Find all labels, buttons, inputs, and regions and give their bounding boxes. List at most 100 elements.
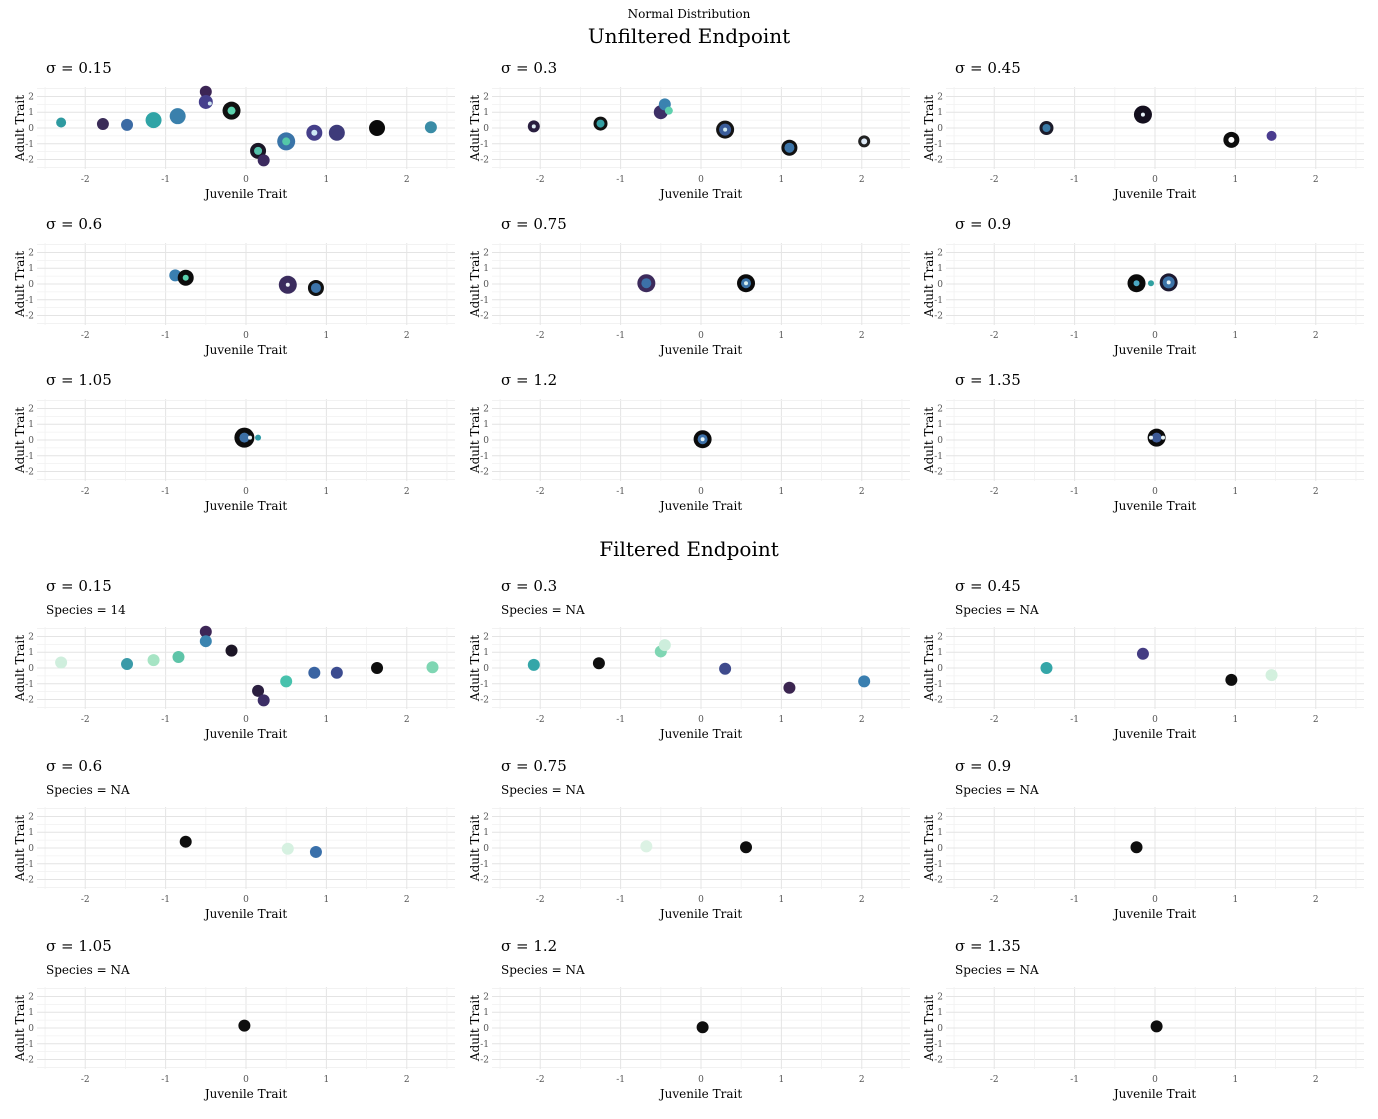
panel-unfiltered-6: -2 -1 0 1 2 -2 -1 0 1 2 Juvenile Trait Adult Trait σ…	[922, 215, 1364, 357]
x-tick-label: 0	[243, 895, 249, 905]
x-tick-label: 0	[1152, 487, 1158, 497]
x-tick-label: 1	[779, 895, 785, 905]
x-tick-label: -1	[161, 175, 170, 185]
x-tick-label: -2	[990, 1075, 999, 1085]
panel-title: σ = 0.9	[955, 215, 1011, 233]
data-point	[596, 119, 605, 128]
y-axis-label: Adult Trait	[468, 95, 482, 162]
data-point	[311, 129, 318, 136]
y-tick-label: -2	[934, 468, 943, 478]
x-tick-label: -1	[161, 715, 170, 725]
y-tick-label: -2	[934, 696, 943, 706]
data-point	[1136, 647, 1149, 660]
x-tick-label: 2	[404, 175, 410, 185]
y-tick-label: 1	[483, 648, 489, 658]
data-point	[147, 654, 160, 667]
x-tick-label: 0	[243, 487, 249, 497]
x-tick-label: 1	[1233, 895, 1239, 905]
data-point	[858, 675, 871, 688]
panel-subtitle: Species = 14	[46, 603, 126, 617]
y-tick-label: -1	[25, 140, 34, 150]
x-tick-label: -1	[1070, 487, 1079, 497]
x-tick-label: 1	[1233, 331, 1239, 341]
panel-title: σ = 0.3	[501, 59, 557, 77]
panel-title: σ = 0.3	[501, 577, 557, 595]
x-tick-label: 1	[324, 331, 330, 341]
x-tick-label: -2	[990, 175, 999, 185]
x-tick-label: 2	[1313, 487, 1319, 497]
y-tick-label: 0	[28, 124, 34, 134]
data-point	[369, 120, 386, 136]
data-point	[1147, 280, 1154, 287]
data-point	[744, 281, 749, 286]
x-tick-label: 2	[1313, 175, 1319, 185]
panel-filtered-3: -2 -1 0 1 2 -2 -1 0 1 2 Juvenile Trait Adult Trait σ…	[922, 577, 1364, 741]
x-tick-label: 1	[779, 331, 785, 341]
x-tick-label: -2	[536, 1075, 545, 1085]
x-axis-label: Juvenile Trait	[1112, 499, 1196, 513]
data-point	[1130, 841, 1143, 854]
data-point	[1148, 435, 1153, 440]
y-tick-label: 0	[28, 1024, 34, 1034]
data-point	[199, 625, 212, 638]
x-axis-label: Juvenile Trait	[203, 907, 287, 921]
y-tick-label: -1	[480, 296, 489, 306]
y-tick-label: -2	[480, 1056, 489, 1066]
panel-unfiltered-4: -2 -1 0 1 2 -2 -1 0 1 2 Juvenile Trait Adult Trait σ…	[13, 215, 455, 357]
x-tick-label: 1	[1233, 175, 1239, 185]
panel-subtitle: Species = NA	[46, 783, 130, 797]
panel-filtered-9: -2 -1 0 1 2 -2 -1 0 1 2 Juvenile Trait Adult Trait σ…	[922, 937, 1364, 1101]
panel-title: σ = 1.05	[46, 937, 112, 955]
panel-filtered-8: -2 -1 0 1 2 -2 -1 0 1 2 Juvenile Trait Adult Trait σ…	[468, 937, 910, 1101]
data-point	[640, 840, 653, 853]
x-tick-label: 1	[324, 895, 330, 905]
x-axis-label: Juvenile Trait	[658, 499, 742, 513]
y-tick-label: 0	[483, 1024, 489, 1034]
x-tick-label: 1	[324, 715, 330, 725]
y-tick-label: 1	[937, 1008, 943, 1018]
x-axis-label: Juvenile Trait	[203, 187, 287, 201]
x-tick-label: 2	[404, 715, 410, 725]
data-point	[257, 154, 270, 167]
x-tick-label: -1	[616, 487, 625, 497]
x-tick-label: 1	[1233, 487, 1239, 497]
y-tick-label: 2	[937, 992, 943, 1002]
data-point	[330, 666, 343, 679]
x-tick-label: 1	[324, 487, 330, 497]
x-axis-label: Juvenile Trait	[203, 727, 287, 741]
panel-title: σ = 0.15	[46, 59, 112, 77]
x-tick-label: -2	[81, 175, 90, 185]
data-point	[592, 657, 605, 670]
data-point	[1161, 435, 1166, 440]
x-tick-label: 2	[404, 895, 410, 905]
data-point	[1040, 662, 1053, 674]
suptitle: Normal Distribution	[628, 7, 751, 21]
y-tick-label: 0	[28, 664, 34, 674]
panel-subtitle: Species = NA	[955, 603, 1039, 617]
x-tick-label: 0	[243, 1075, 249, 1085]
x-tick-label: 0	[698, 331, 704, 341]
data-point	[696, 1021, 709, 1034]
x-tick-label: -2	[81, 487, 90, 497]
data-point	[199, 85, 212, 98]
x-tick-label: 2	[859, 1075, 865, 1085]
panel-title: σ = 1.35	[955, 371, 1021, 389]
panel-unfiltered-9: -2 -1 0 1 2 -2 -1 0 1 2 Juvenile Trait Adult Trait σ…	[922, 371, 1364, 513]
y-tick-label: 1	[937, 108, 943, 118]
y-axis-label: Adult Trait	[922, 995, 936, 1062]
x-tick-label: 2	[1313, 895, 1319, 905]
data-point	[169, 108, 186, 125]
y-tick-label: -2	[480, 468, 489, 478]
data-point	[172, 650, 185, 663]
y-tick-label: 0	[937, 124, 943, 134]
y-tick-label: 0	[483, 664, 489, 674]
x-tick-label: -2	[81, 1075, 90, 1085]
panel-title: σ = 1.35	[955, 937, 1021, 955]
y-tick-label: 1	[483, 264, 489, 274]
y-tick-label: -2	[25, 696, 34, 706]
panel-filtered-4: -2 -1 0 1 2 -2 -1 0 1 2 Juvenile Trait Adult Trait σ…	[13, 757, 455, 921]
y-tick-label: -1	[934, 140, 943, 150]
data-point	[55, 656, 68, 669]
data-point	[225, 644, 238, 657]
panels-layer: -2 -1 0 1 2 -2 -1 0 1 2 Juvenile Trait Adult Trait σ…	[13, 59, 1364, 1101]
